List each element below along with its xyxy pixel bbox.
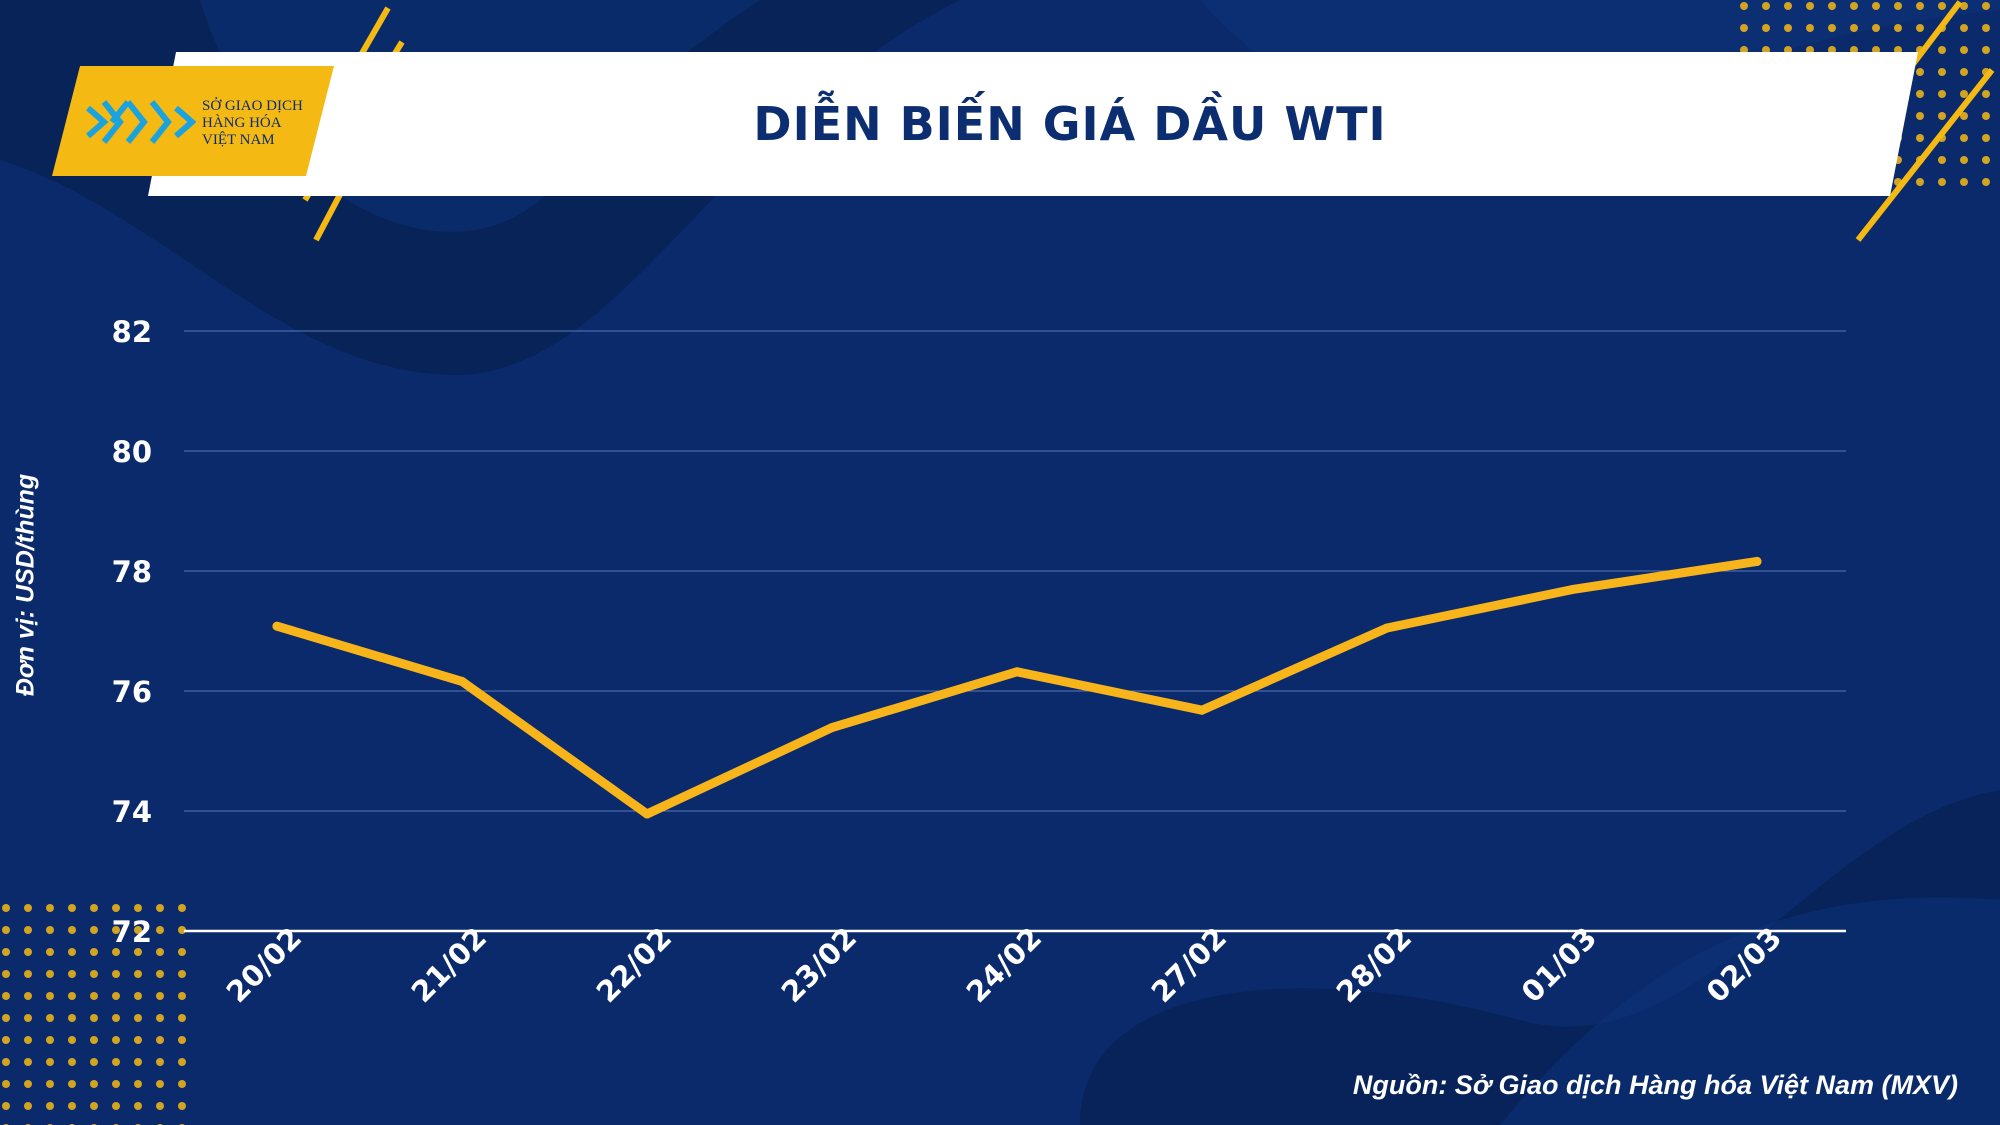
x-tick-label: 20/02 <box>220 921 309 1010</box>
logo-line: SỞ GIAO DỊCH <box>202 98 303 114</box>
title-banner <box>148 52 1918 196</box>
data-point <box>1197 705 1207 715</box>
x-tick-label: 28/02 <box>1330 921 1419 1010</box>
data-point <box>1382 623 1392 633</box>
series-group <box>272 556 1762 819</box>
data-point <box>1752 556 1762 566</box>
data-point <box>457 676 467 686</box>
y-tick-label: 76 <box>112 675 152 709</box>
data-point <box>1567 585 1577 595</box>
logo-line: HÀNG HÓA <box>202 115 282 131</box>
x-axis-ticks: 20/02 21/02 22/02 23/02 24/02 27/02 28/02 01/03… <box>220 921 1789 1010</box>
y-tick-label: 72 <box>112 915 152 949</box>
data-point <box>642 809 652 819</box>
x-tick-label: 21/02 <box>405 921 494 1010</box>
logo-icon <box>86 100 196 144</box>
grid-lines <box>184 330 1846 933</box>
y-axis-ticks: 72 74 76 78 80 82 <box>112 315 152 949</box>
x-tick-label: 24/02 <box>960 921 1049 1010</box>
y-tick-label: 80 <box>112 435 152 469</box>
logo-line: VIỆT NAM <box>202 132 275 148</box>
y-tick-label: 78 <box>112 555 152 589</box>
data-point <box>827 723 837 733</box>
x-tick-label: 22/02 <box>590 921 679 1010</box>
chart-title: DIỄN BIẾN GIÁ DẦU WTI <box>753 97 1387 151</box>
y-tick-label: 82 <box>112 315 152 349</box>
data-point <box>272 621 282 631</box>
y-tick-label: 74 <box>112 795 152 829</box>
source-note: Nguồn: Sở Giao dịch Hàng hóa Việt Nam (M… <box>1352 1070 1958 1100</box>
x-tick-label: 02/03 <box>1700 921 1789 1010</box>
data-point <box>1012 667 1022 677</box>
series-line <box>272 556 1762 819</box>
x-tick-label: 01/03 <box>1515 921 1604 1010</box>
logo-wordmark: SỞ GIAO DỊCH HÀNG HÓA VIỆT NAM <box>202 98 303 149</box>
x-tick-label: 27/02 <box>1145 921 1234 1010</box>
x-tick-label: 23/02 <box>775 921 864 1010</box>
